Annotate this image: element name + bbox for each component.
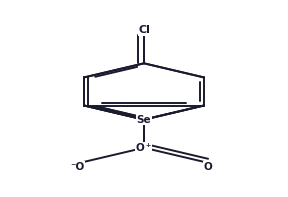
- Text: N⁺: N⁺: [137, 143, 151, 153]
- Text: O: O: [135, 143, 144, 153]
- Text: Se: Se: [137, 115, 151, 125]
- Text: ⁻O: ⁻O: [70, 162, 84, 172]
- Text: O: O: [204, 162, 213, 172]
- Text: O: O: [139, 25, 149, 35]
- Text: Cl: Cl: [138, 25, 150, 35]
